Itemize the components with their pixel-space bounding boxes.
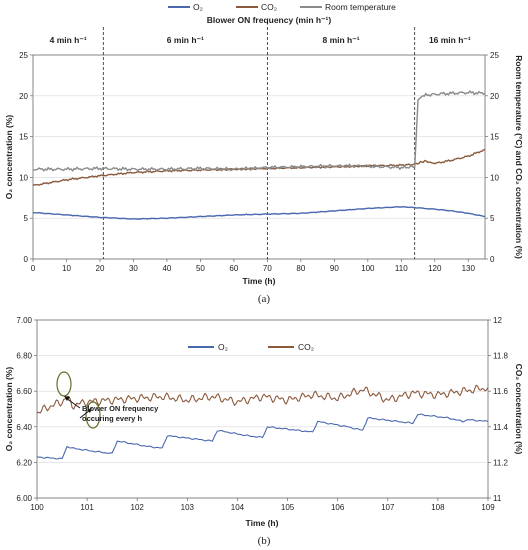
- y-tick-label-right: 11.6: [493, 387, 509, 396]
- y-tick-label-right: 25: [490, 51, 499, 60]
- x-tick-label: 0: [31, 264, 36, 273]
- y-tick-label-right: 11.2: [493, 458, 509, 467]
- chart-b-panel-label: (b): [258, 535, 271, 547]
- legend-a-temp: Room temperature: [325, 2, 396, 12]
- y-tick-label-right: 11: [493, 494, 502, 503]
- chart-a-series-line-o-: [32, 205, 486, 220]
- x-tick-label: 109: [481, 503, 495, 512]
- legend-a-o2: O₂: [193, 2, 203, 12]
- y-tick-label-right: 12: [493, 316, 502, 325]
- annotation-arrowhead-co2: [64, 396, 70, 401]
- x-tick-label: 107: [381, 503, 395, 512]
- chart-b-series-line-o-: [36, 413, 489, 460]
- x-tick-label: 104: [231, 503, 245, 512]
- y-tick-label-left: 15: [19, 133, 28, 142]
- annotation-circle-co2: [56, 371, 72, 397]
- y-tick-label-left: 7.00: [16, 316, 32, 325]
- y-tick-label-right: 5: [490, 214, 495, 223]
- chart-a-panel-label: (a): [258, 293, 271, 305]
- y-tick-label-right: 11.4: [493, 423, 509, 432]
- x-tick-label: 20: [96, 264, 105, 273]
- phase-label: 4 min h⁻¹: [50, 35, 87, 45]
- chart-b-xlabel: Time (h): [246, 518, 279, 528]
- chart-b: O₂ CO₂ Blower ON frequency occuring ever…: [4, 316, 524, 547]
- y-tick-label-right: 20: [490, 92, 499, 101]
- y-tick-label-left: 20: [19, 92, 28, 101]
- y-tick-label-left: 6.80: [16, 352, 32, 361]
- x-tick-label: 120: [428, 264, 442, 273]
- phase-label: 16 min h⁻¹: [429, 35, 471, 45]
- x-tick-label: 30: [129, 264, 138, 273]
- x-tick-label: 110: [395, 264, 408, 273]
- y-tick-label-left: 6.20: [16, 458, 32, 467]
- x-tick-label: 100: [30, 503, 44, 512]
- y-tick-label-left: 25: [19, 51, 28, 60]
- annotation-text-line1: Blower ON frequency: [82, 404, 159, 413]
- x-tick-label: 60: [229, 264, 238, 273]
- y-tick-label-left: 5: [24, 214, 29, 223]
- x-tick-label: 102: [131, 503, 145, 512]
- chart-a-series-line-co-: [32, 149, 486, 187]
- chart-b-legend: O₂ CO₂: [188, 342, 314, 352]
- y-tick-label-left: 6.40: [16, 423, 32, 432]
- chart-a: O₂ CO₂ Room temperature Blower ON freque…: [4, 2, 524, 305]
- annotation-arrowhead-o2: [87, 408, 92, 413]
- y-tick-label-left: 0: [24, 255, 29, 264]
- chart-a-ylabel-right: Room temperature (°C) and CO₂ concentrat…: [514, 55, 524, 259]
- annotation-arrow-o2: [79, 409, 91, 419]
- chart-a-plot-area: [32, 54, 486, 260]
- y-tick-label-right: 11.8: [493, 352, 509, 361]
- phase-label: 6 min h⁻¹: [167, 35, 204, 45]
- x-tick-label: 90: [330, 264, 339, 273]
- x-tick-label: 108: [431, 503, 445, 512]
- x-tick-label: 106: [331, 503, 345, 512]
- legend-b-co2: CO₂: [298, 342, 314, 352]
- chart-a-series-line-room-temperature: [32, 90, 486, 172]
- x-tick-label: 10: [62, 264, 71, 273]
- phase-label: 8 min h⁻¹: [322, 35, 359, 45]
- y-tick-label-left: 10: [19, 173, 28, 182]
- chart-b-annotation: Blower ON frequency occuring every h: [56, 371, 159, 429]
- chart-b-series-line-co-: [36, 384, 489, 414]
- chart-a-title: Blower ON frequency (min h⁻¹): [207, 15, 332, 25]
- annotation-text-line2: occuring every h: [82, 414, 142, 423]
- x-tick-label: 40: [162, 264, 171, 273]
- x-tick-label: 105: [281, 503, 295, 512]
- annotation-arrow-co2: [65, 397, 81, 409]
- chart-b-plot-area: [36, 319, 489, 499]
- x-tick-label: 130: [462, 264, 476, 273]
- y-tick-label-left: 6.60: [16, 387, 32, 396]
- x-tick-label: 101: [80, 503, 94, 512]
- chart-b-ylabel-left: O₂ concentration (%): [4, 367, 14, 452]
- chart-b-ylabel-right: CO₂ concentration (%): [514, 364, 524, 455]
- x-tick-label: 70: [263, 264, 272, 273]
- y-tick-label-left: 6.00: [16, 494, 32, 503]
- legend-b-o2: O₂: [218, 342, 228, 352]
- chart-a-xlabel: Time (h): [243, 276, 276, 286]
- legend-a-co2: CO₂: [261, 2, 277, 12]
- y-tick-label-right: 0: [490, 255, 495, 264]
- y-tick-label-right: 10: [490, 173, 499, 182]
- x-tick-label: 103: [181, 503, 195, 512]
- annotation-circle-o2: [85, 401, 101, 429]
- x-tick-label: 80: [296, 264, 305, 273]
- y-tick-label-right: 15: [490, 133, 499, 142]
- chart-a-legend: O₂ CO₂ Room temperature: [168, 2, 396, 12]
- x-tick-label: 100: [361, 264, 375, 273]
- x-tick-label: 50: [196, 264, 205, 273]
- chart-a-ylabel-left: O₂ concentration (%): [4, 115, 14, 200]
